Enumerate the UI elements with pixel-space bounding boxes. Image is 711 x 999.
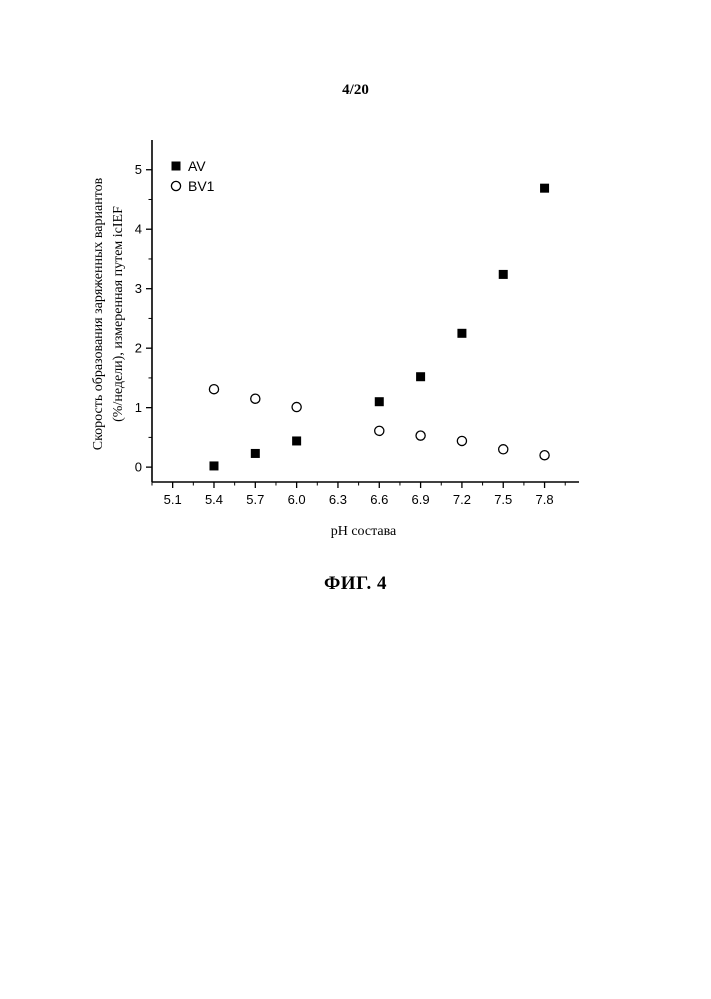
x-axis-title: pH состава (331, 524, 397, 539)
x-tick-label: 6.3 (329, 492, 347, 507)
data-point-av (540, 184, 549, 193)
legend-marker-bv1 (171, 181, 180, 190)
y-tick-label: 1 (135, 400, 142, 415)
y-tick-label: 0 (135, 460, 142, 475)
y-axis-title-line: Скорость образования заряженных варианто… (91, 177, 106, 450)
data-point-av (209, 461, 218, 470)
data-point-av (499, 270, 508, 279)
y-tick-label: 2 (135, 341, 142, 356)
legend-label-bv1: BV1 (188, 178, 215, 194)
legend-label-av: AV (188, 158, 206, 174)
x-tick-label: 6.6 (370, 492, 388, 507)
x-tick-label: 5.4 (205, 492, 223, 507)
data-point-bv1 (540, 451, 549, 460)
scatter-chart: 0 1 2 3 4 5 5.1 5.4 5.7 6.0 6.3 6.6 6.9 7.2 7.5 7.8 AV… (0, 0, 711, 560)
chart-axes (152, 140, 579, 482)
data-point-av (251, 449, 260, 458)
data-point-bv1 (375, 426, 384, 435)
y-axis-ticks: 0 1 2 3 4 5 (135, 162, 152, 474)
data-point-av (292, 436, 301, 445)
x-tick-label: 7.2 (453, 492, 471, 507)
y-tick-label: 3 (135, 281, 142, 296)
data-point-bv1 (292, 402, 301, 411)
chart-legend: AV BV1 (171, 158, 214, 194)
x-tick-label: 6.0 (288, 492, 306, 507)
data-point-av (375, 397, 384, 406)
data-point-bv1 (251, 394, 260, 403)
x-axis-ticks: 5.1 5.4 5.7 6.0 6.3 6.6 6.9 7.2 7.5 7.8 (152, 482, 565, 507)
x-tick-label: 7.8 (536, 492, 554, 507)
data-point-av (416, 372, 425, 381)
data-point-av (457, 329, 466, 338)
x-tick-label: 6.9 (412, 492, 430, 507)
x-tick-label: 5.1 (164, 492, 182, 507)
chart-marks (209, 184, 549, 471)
legend-marker-av (172, 162, 181, 171)
data-point-bv1 (209, 385, 218, 394)
y-tick-label: 5 (135, 162, 142, 177)
y-tick-label: 4 (135, 222, 142, 237)
data-point-bv1 (499, 445, 508, 454)
y-axis-title-line: (%/недели), измеренная путем icIEF (111, 206, 126, 422)
x-tick-label: 5.7 (246, 492, 264, 507)
figure-caption: ФИГ. 4 (0, 573, 711, 595)
data-point-bv1 (416, 431, 425, 440)
x-tick-label: 7.5 (494, 492, 512, 507)
data-point-bv1 (457, 436, 466, 445)
